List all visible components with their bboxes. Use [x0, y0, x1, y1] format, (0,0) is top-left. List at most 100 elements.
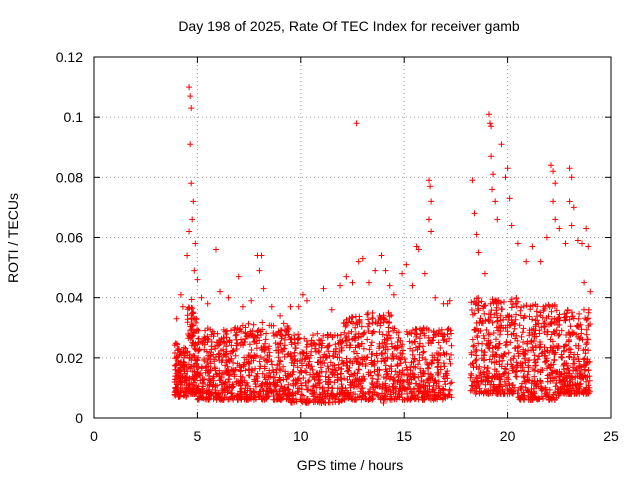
data-point — [261, 356, 268, 362]
data-point — [343, 273, 350, 280]
data-point — [486, 370, 493, 377]
data-point — [531, 330, 538, 337]
data-point — [280, 363, 287, 370]
data-point — [306, 358, 313, 365]
data-point — [448, 351, 454, 358]
data-point — [370, 395, 376, 402]
data-point — [313, 370, 320, 377]
data-point — [368, 342, 374, 349]
data-point — [496, 341, 502, 347]
data-point — [569, 331, 576, 338]
data-point — [370, 328, 377, 335]
data-point — [192, 240, 199, 247]
data-point — [527, 306, 534, 313]
data-point — [253, 373, 260, 379]
data-point — [519, 360, 526, 367]
data-point — [314, 370, 321, 376]
data-point — [388, 363, 395, 370]
data-point — [542, 386, 549, 393]
data-point — [263, 330, 270, 337]
data-point — [413, 333, 420, 340]
y-tick-label: 0.08 — [56, 169, 83, 185]
data-point — [226, 358, 233, 365]
data-point — [364, 311, 371, 318]
data-point — [585, 347, 592, 354]
data-point — [498, 363, 505, 370]
data-point — [387, 388, 394, 395]
data-point — [512, 373, 519, 380]
data-point — [556, 225, 563, 232]
data-point — [556, 390, 563, 397]
data-point — [304, 297, 310, 304]
data-point — [531, 394, 538, 401]
data-point — [563, 375, 570, 382]
data-point — [415, 387, 422, 394]
data-point — [581, 306, 587, 313]
data-point — [485, 377, 492, 384]
data-point — [395, 373, 402, 380]
data-point — [382, 380, 389, 387]
data-point — [480, 390, 487, 397]
data-point — [343, 355, 350, 362]
data-point — [270, 374, 277, 381]
data-point — [221, 380, 228, 387]
data-point — [538, 324, 545, 331]
data-point — [569, 374, 576, 381]
x-tick-label: 5 — [194, 428, 202, 444]
data-point — [399, 270, 406, 277]
data-point — [551, 350, 558, 357]
data-point — [276, 366, 283, 372]
data-point — [344, 376, 351, 383]
data-point — [374, 383, 381, 390]
data-point — [303, 399, 310, 406]
data-point — [417, 330, 424, 337]
data-point — [509, 382, 516, 389]
chart-title: Day 198 of 2025, Rate Of TEC Index for r… — [178, 18, 520, 34]
data-point — [427, 183, 434, 190]
data-point — [282, 368, 288, 375]
data-point — [185, 364, 192, 371]
data-point — [581, 279, 588, 286]
data-point — [230, 347, 237, 354]
data-point — [304, 386, 311, 393]
data-point — [204, 339, 211, 345]
data-point — [392, 368, 399, 375]
data-point — [421, 370, 428, 377]
data-point — [543, 392, 549, 399]
data-point — [335, 361, 342, 368]
data-point — [411, 355, 418, 362]
data-point — [575, 345, 582, 352]
data-point — [302, 379, 309, 386]
data-point — [508, 222, 515, 229]
data-point — [488, 123, 495, 130]
data-point — [431, 377, 438, 384]
data-point — [508, 304, 515, 311]
data-point — [522, 359, 529, 366]
data-point — [585, 390, 592, 397]
data-point — [494, 318, 501, 325]
data-point — [376, 345, 382, 352]
data-point — [425, 327, 432, 333]
data-point — [355, 334, 362, 341]
data-point — [222, 367, 229, 374]
data-point — [315, 373, 322, 380]
data-point — [514, 240, 521, 247]
data-point — [491, 359, 498, 366]
data-point — [366, 391, 373, 397]
data-point — [411, 371, 418, 378]
data-point — [442, 381, 449, 388]
data-point — [250, 334, 257, 341]
data-point — [394, 362, 401, 369]
data-point — [480, 351, 487, 358]
data-point — [254, 378, 261, 385]
data-point — [198, 338, 204, 345]
data-point — [297, 396, 304, 403]
data-point — [190, 310, 197, 317]
data-point — [266, 322, 273, 329]
data-point — [393, 353, 400, 360]
data-point — [364, 336, 371, 343]
data-point — [434, 356, 441, 363]
data-point — [487, 311, 494, 318]
data-point — [372, 319, 379, 326]
data-point — [490, 381, 497, 388]
